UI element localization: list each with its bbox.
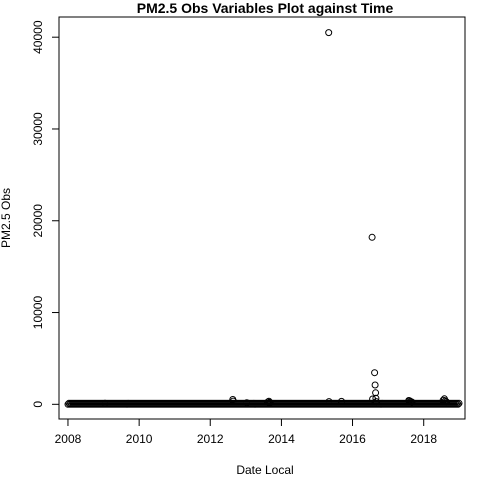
dense-data-band — [64, 399, 463, 408]
data-point — [229, 397, 237, 405]
y-tick-label: 40000 — [31, 20, 45, 54]
y-axis-label: PM2.5 Obs — [0, 188, 13, 248]
data-point — [266, 399, 274, 406]
data-point — [408, 398, 416, 406]
x-tick-label: 2018 — [410, 432, 437, 446]
data-point — [325, 398, 333, 406]
y-axis: 0 10000 20000 30000 40000 — [31, 20, 60, 408]
data-point — [450, 400, 458, 408]
data-point — [371, 381, 379, 389]
x-tick-label: 2010 — [126, 432, 153, 446]
chart-title: PM2.5 Obs Variables Plot against Time — [137, 0, 394, 16]
data-point — [368, 233, 376, 241]
x-tick-label: 2012 — [197, 432, 224, 446]
data-point — [453, 399, 461, 407]
x-tick-label: 2008 — [55, 432, 82, 446]
plot-area-frame — [58, 16, 466, 420]
x-axis: 2008 2010 2012 2014 2016 2018 — [55, 418, 437, 446]
data-point — [243, 399, 251, 407]
data-point — [441, 397, 449, 405]
data-point — [101, 399, 109, 407]
data-point — [442, 398, 450, 406]
data-point — [455, 399, 463, 407]
y-tick-label: 0 — [31, 401, 45, 408]
data-point — [338, 397, 345, 405]
x-axis-label: Date Local — [236, 463, 293, 477]
data-point — [372, 398, 380, 406]
data-point — [325, 29, 333, 37]
data-point — [454, 400, 462, 408]
y-tick-label: 30000 — [31, 112, 45, 146]
data-point — [372, 394, 380, 402]
y-tick-label: 20000 — [31, 204, 45, 238]
x-tick-label: 2016 — [339, 432, 366, 446]
x-tick-label: 2014 — [268, 432, 295, 446]
data-point — [452, 400, 460, 408]
data-point — [451, 399, 459, 407]
data-points — [101, 29, 450, 407]
y-tick-label: 10000 — [31, 296, 45, 330]
data-point — [265, 397, 273, 405]
data-point — [371, 369, 379, 377]
